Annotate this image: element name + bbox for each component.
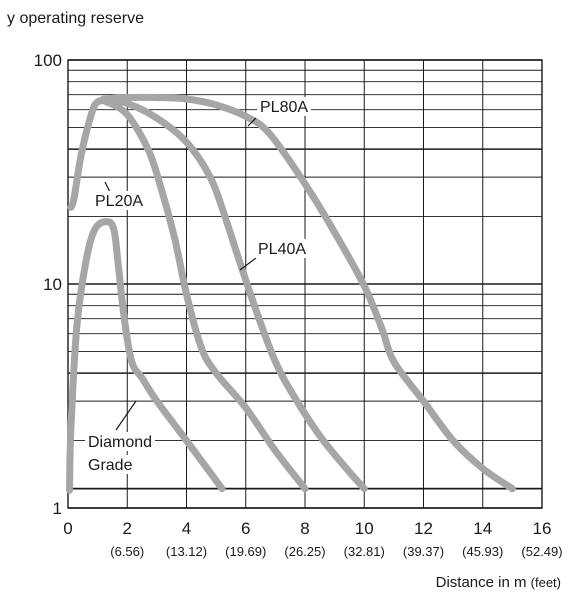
x-axis-title-text: Distance in m <box>435 574 527 591</box>
annotation-background <box>85 455 136 474</box>
series-line-pl80a <box>94 93 516 493</box>
annotation-pl20a: PL20A <box>95 193 143 210</box>
x-tick-label: 0 <box>63 519 72 538</box>
leader-line <box>104 181 111 193</box>
x-tick-feet-label: (52.49) <box>521 544 562 559</box>
label-leader-lines <box>104 117 257 431</box>
x-tick-feet-label: (39.37) <box>403 544 444 559</box>
x-tick-label: 8 <box>300 519 309 538</box>
annotation-pl80a: PL80A <box>260 99 308 116</box>
x-axis-unit: (feet) <box>530 575 561 590</box>
x-tick-label: 14 <box>473 519 492 538</box>
x-tick-feet-label: (32.81) <box>344 544 385 559</box>
x-tick-label: 16 <box>533 519 552 538</box>
leader-line <box>239 257 257 271</box>
x-tick-feet-label: (26.25) <box>284 544 325 559</box>
annotation-grade: Grade <box>88 457 133 474</box>
curve-annotations: PL80A PL40A PL20A Diamond Grade <box>85 97 312 474</box>
x-tick-feet-label: (13.12) <box>166 544 207 559</box>
x-tick-feet-label: (45.93) <box>462 544 503 559</box>
x-tick-label: 2 <box>123 519 132 538</box>
x-tick-label: 10 <box>355 519 374 538</box>
x-tick-label: 12 <box>414 519 433 538</box>
tick-labels: 0 2 4 6 8 10 12 14 16 (6.56) (13.12) (19.69) (26.25)… <box>34 51 563 559</box>
leader-line <box>247 117 257 127</box>
x-axis-title: Distance in m (feet) <box>436 574 561 591</box>
annotation-background <box>257 97 312 116</box>
plot-frame <box>67 59 543 509</box>
annotation-background <box>92 191 147 210</box>
series-line-pl20a <box>67 96 309 493</box>
chart-curves <box>66 93 516 494</box>
leader-line <box>115 400 137 431</box>
y-tick-label: 100 <box>34 51 62 70</box>
y-tick-label: 1 <box>53 499 62 518</box>
x-tick-feet-label: (19.69) <box>225 544 266 559</box>
annotation-pl40a: PL40A <box>258 241 306 258</box>
x-tick-label: 4 <box>182 519 191 538</box>
series-line-diamond-grade <box>66 218 226 494</box>
x-tick-label: 6 <box>241 519 250 538</box>
y-axis-title: y operating reserve <box>7 10 144 27</box>
y-tick-label: 10 <box>43 275 62 294</box>
annotation-diamond: Diamond <box>88 434 152 451</box>
series-line-pl40a <box>100 95 368 493</box>
x-tick-feet-label: (6.56) <box>110 544 144 559</box>
annotation-background <box>85 432 156 451</box>
annotation-background <box>255 239 310 258</box>
